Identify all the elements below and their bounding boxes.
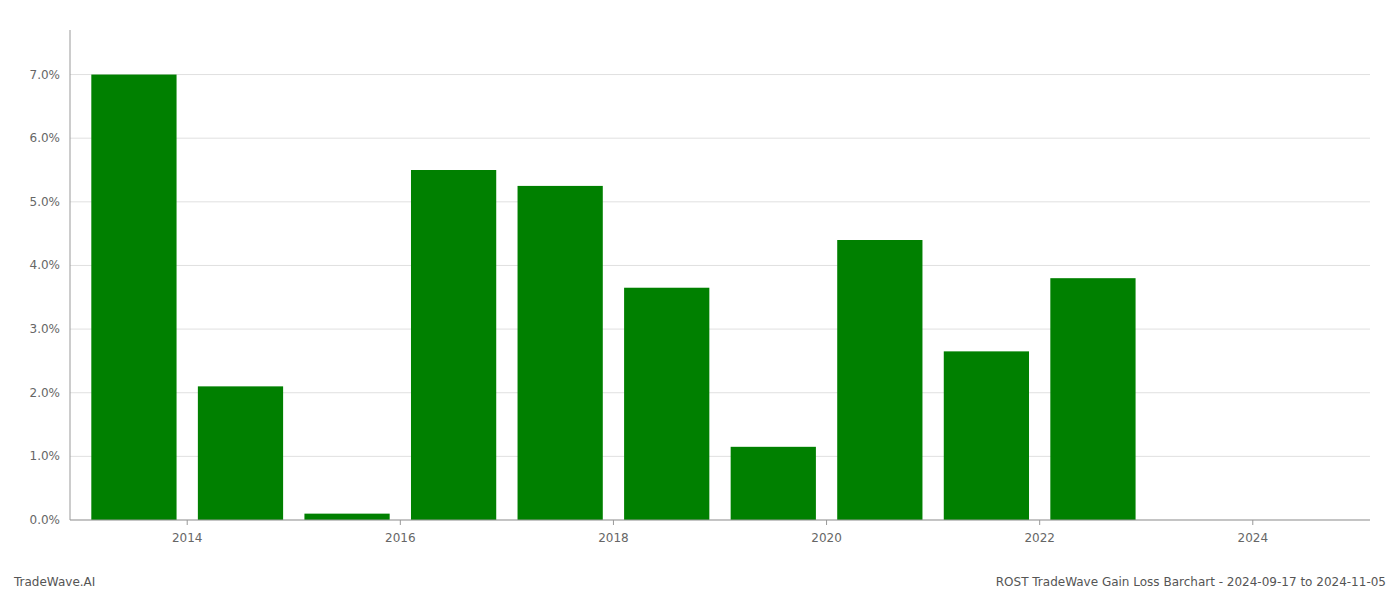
bar — [198, 386, 283, 520]
y-tick-label: 7.0% — [30, 68, 61, 82]
x-axis-line — [70, 520, 1370, 521]
y-tick-label: 5.0% — [30, 195, 61, 209]
footer-text: ROST TradeWave Gain Loss Barchart - 2024… — [996, 575, 1386, 589]
x-axis: 2014 2016 2018 2020 2022 2024 — [70, 520, 1370, 545]
grid-line — [70, 74, 1370, 75]
x-tick — [826, 520, 827, 525]
bar — [837, 240, 922, 520]
x-tick-label: 2024 — [1238, 531, 1269, 545]
x-tick — [187, 520, 188, 525]
y-grid — [70, 75, 1370, 520]
grid-line — [70, 329, 1370, 330]
y-tick-label: 1.0% — [30, 449, 61, 463]
bar — [731, 447, 816, 520]
y-tick-label: 4.0% — [30, 258, 61, 272]
annotations: TradeWave.AI ROST TradeWave Gain Loss Bar… — [13, 575, 1386, 589]
x-tick-label: 2020 — [811, 531, 842, 545]
grid-line — [70, 520, 1370, 521]
x-tick — [613, 520, 614, 525]
x-tick-label: 2014 — [172, 531, 203, 545]
bar — [411, 170, 496, 520]
grid-line — [70, 201, 1370, 202]
y-tick-label: 2.0% — [30, 386, 61, 400]
x-tick-label: 2016 — [385, 531, 416, 545]
y-axis-line — [70, 30, 71, 520]
y-tick-label: 3.0% — [30, 322, 61, 336]
y-tick-label: 6.0% — [30, 131, 61, 145]
bar — [624, 288, 709, 520]
x-tick-label: 2022 — [1024, 531, 1055, 545]
x-tick — [1039, 520, 1040, 525]
bar — [304, 514, 389, 520]
bar — [1050, 278, 1135, 520]
bar — [91, 75, 176, 520]
x-tick — [400, 520, 401, 525]
bar — [518, 186, 603, 520]
bars — [91, 75, 1135, 520]
grid-line — [70, 265, 1370, 266]
chart: 0.0% 1.0% 2.0% 3.0% 4.0% 5.0% 6.0% 7.0% 2014 2016… — [0, 0, 1400, 600]
page: {"chart_data": {"type": "bar", "x": [201… — [0, 0, 1400, 600]
chart-container: 0.0% 1.0% 2.0% 3.0% 4.0% 5.0% 6.0% 7.0% 2014 2016… — [0, 0, 1400, 600]
bar — [944, 351, 1029, 520]
footer-text: TradeWave.AI — [13, 575, 95, 589]
x-tick — [1252, 520, 1253, 525]
y-axis: 0.0% 1.0% 2.0% 3.0% 4.0% 5.0% 6.0% 7.0% — [30, 30, 71, 527]
grid-line — [70, 138, 1370, 139]
y-tick-label: 0.0% — [30, 513, 61, 527]
x-tick-label: 2018 — [598, 531, 629, 545]
